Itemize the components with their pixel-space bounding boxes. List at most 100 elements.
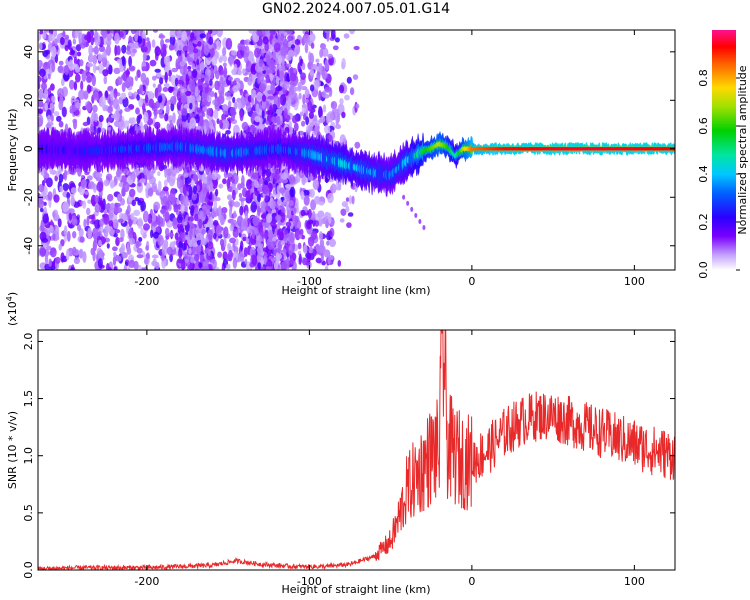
spectrogram-cell xyxy=(262,184,269,195)
spectrogram-cell xyxy=(273,257,277,262)
spectrogram-cell xyxy=(257,243,264,249)
spectrogram-cell xyxy=(72,38,77,45)
spectrogram-cell xyxy=(187,264,193,270)
spectrogram-cell xyxy=(164,38,170,43)
spectrogram-cell xyxy=(251,229,255,240)
spectrogram-cell xyxy=(72,246,77,254)
spectrogram-cell xyxy=(196,184,200,192)
spectrogram-cell xyxy=(97,249,104,261)
spectrogram-cell xyxy=(294,86,299,92)
spectrogram-cell xyxy=(88,52,94,63)
spectrogram-cell xyxy=(188,185,193,198)
spectrogram-cell xyxy=(210,210,215,219)
spectrogram-cell xyxy=(69,51,75,56)
spectrogram-cell xyxy=(216,224,222,237)
spectrogram-cell xyxy=(327,192,334,204)
spectrogram-cell xyxy=(227,55,234,65)
spectrogram-cell xyxy=(74,30,79,39)
spectrogram-cell xyxy=(83,218,87,228)
spectrogram-cell xyxy=(80,178,87,190)
spectrogram-cell xyxy=(38,59,43,68)
spectrogram-cell xyxy=(102,69,109,77)
spectrogram-cell xyxy=(199,115,204,127)
spectrogram-cell xyxy=(217,95,225,105)
spectrogram-cell xyxy=(227,76,233,81)
spectrogram-cell xyxy=(254,180,259,189)
spectrogram-cell xyxy=(94,219,101,229)
spectrogram-cell xyxy=(324,86,332,93)
spectrogram-cell xyxy=(101,30,108,39)
spectrogram-cell xyxy=(163,179,168,187)
spectrogram-cell xyxy=(134,197,140,202)
spectrogram-cell xyxy=(61,78,65,87)
spectrogram-cell xyxy=(93,45,99,55)
spectrogram-cell xyxy=(289,85,295,95)
spectrogram-cell xyxy=(239,109,244,122)
spectrogram-cell xyxy=(232,257,238,269)
spectrogram-cell xyxy=(294,39,301,45)
spectrogram-cell xyxy=(128,227,134,240)
spectrogram-cell xyxy=(64,123,69,133)
spectrogram-cell xyxy=(238,192,243,199)
spectrogram-cell xyxy=(339,98,344,105)
spectrogram-cell xyxy=(237,69,242,76)
spectrogram-cell xyxy=(326,113,330,124)
spectrogram-cell xyxy=(116,45,121,56)
spectrogram-cell xyxy=(217,251,223,258)
spectrogram-cell xyxy=(162,186,169,192)
spectrogram-cell xyxy=(47,73,51,80)
spectrogram-cell xyxy=(75,44,82,52)
spectrogram-cell xyxy=(267,90,274,95)
spectrogram-cell xyxy=(165,103,170,116)
spectrogram-cell xyxy=(288,250,293,256)
spectrogram-cell xyxy=(42,213,49,224)
spectrogram-cell xyxy=(327,256,331,265)
spectrogram-cell xyxy=(177,30,182,37)
spectrogram-cell xyxy=(38,184,45,193)
spectrogram-cell xyxy=(310,42,315,49)
spectrogram-cell xyxy=(73,201,80,208)
spectrogram-cell xyxy=(324,178,330,183)
spectrogram-cell xyxy=(145,77,150,87)
spectrogram-cell xyxy=(120,243,125,254)
spectrogram-cell xyxy=(122,71,128,82)
spectrogram-cell xyxy=(199,62,205,71)
spectrogram-cell xyxy=(49,102,55,109)
spectrogram-cell xyxy=(107,193,114,202)
spectrogram-cell xyxy=(46,177,53,188)
spectrogram-cell xyxy=(114,202,121,208)
spectrogram-cell xyxy=(68,59,74,71)
spectrogram-cell xyxy=(150,229,154,239)
spectrogram-cell xyxy=(187,41,193,52)
spectrogram-cell xyxy=(170,196,177,206)
spectrogram-cell xyxy=(257,193,261,203)
spectrogram-cell xyxy=(303,244,308,254)
spectrogram-cell xyxy=(306,252,311,263)
spectrogram-cell xyxy=(153,201,161,211)
spectrogram-cell xyxy=(72,231,77,239)
spectrogram-cell xyxy=(109,179,115,189)
spectrogram-cell xyxy=(65,249,70,261)
spectrogram-cell xyxy=(281,56,285,66)
spectrogram-cell xyxy=(276,115,281,126)
spectrogram-cell xyxy=(164,208,169,221)
spectrogram-cell xyxy=(84,191,89,195)
spectrogram-cell xyxy=(57,65,65,74)
spectrogram-cell xyxy=(172,112,176,124)
spectrogram-cell xyxy=(50,114,54,122)
spectrogram-cell xyxy=(250,201,257,213)
spectrogram-cell xyxy=(279,94,287,106)
spectrogram-cell xyxy=(189,95,196,103)
spectrogram-cell xyxy=(278,55,282,64)
spectrogram-cell xyxy=(92,63,97,74)
spectrogram-cell xyxy=(209,79,213,86)
spectrogram-cell xyxy=(39,68,46,77)
spectrogram-cell xyxy=(241,68,246,74)
spectrogram-cell xyxy=(338,84,345,94)
spectrogram-cell xyxy=(119,119,125,131)
spectrogram-cell xyxy=(151,39,156,48)
spectrogram-cell xyxy=(231,177,235,184)
spectrogram-cell xyxy=(283,81,290,89)
spectrogram-cell xyxy=(176,178,183,189)
spectrogram-cell xyxy=(64,44,69,52)
